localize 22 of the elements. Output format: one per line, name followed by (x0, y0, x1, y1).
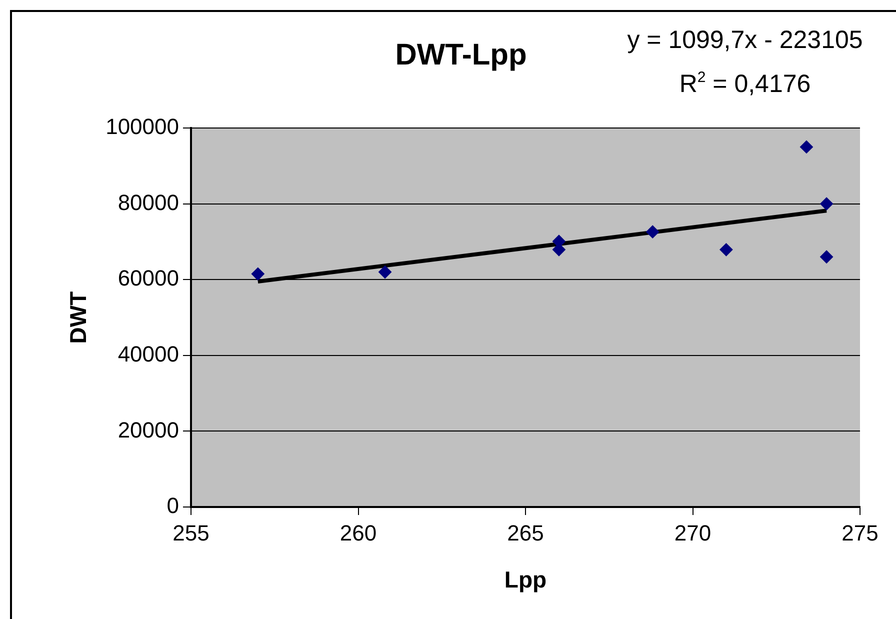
y-tick-label: 60000 (118, 266, 180, 291)
x-tick-label: 260 (340, 520, 377, 546)
point (378, 266, 392, 279)
point (720, 243, 733, 256)
x-tick-label: 265 (507, 520, 544, 546)
x-tick-label: 270 (674, 520, 712, 546)
point (800, 140, 813, 154)
y-tick-label: 0 (166, 493, 180, 518)
y-axis-title: DWT (65, 291, 92, 344)
point (251, 267, 264, 280)
y-tick-label: 40000 (118, 341, 180, 366)
x-tick-label: 275 (842, 520, 878, 546)
y-tick-label: 100000 (106, 114, 180, 140)
chart-title: DWT-Lpp (395, 38, 527, 72)
y-tick-label: 80000 (118, 190, 180, 215)
point (820, 250, 834, 264)
point (820, 197, 834, 210)
y-tick-label: 20000 (118, 417, 180, 442)
x-tick-label: 255 (172, 520, 210, 546)
point (646, 225, 660, 238)
x-axis-title: Lpp (504, 566, 547, 593)
text: y = 1099,7x - 223105 (627, 26, 863, 54)
